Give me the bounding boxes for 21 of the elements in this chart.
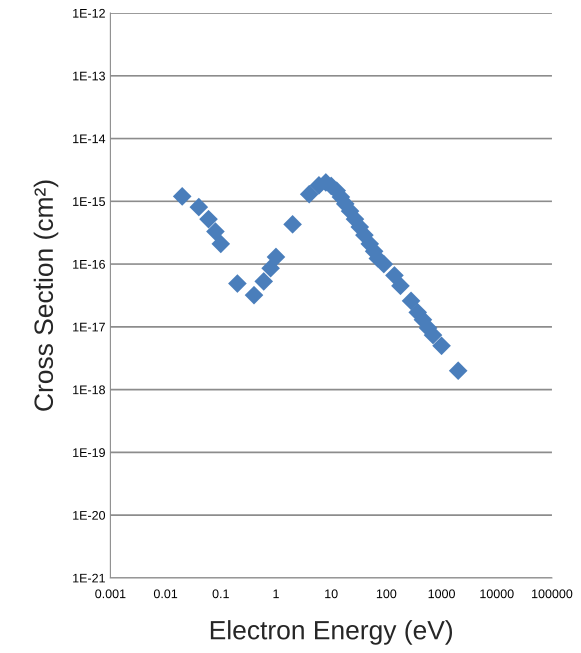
y-tick-label: 1E-17 <box>73 322 105 332</box>
x-tick-label: 0.001 <box>95 589 126 598</box>
x-tick-label: 1000 <box>428 589 455 598</box>
y-tick-label: 1E-18 <box>73 385 105 394</box>
y-tick-label: 1E-14 <box>73 134 106 144</box>
y-tick-label: 1E-19 <box>73 448 105 458</box>
x-tick-label: 100000 <box>532 589 572 598</box>
y-tick-label: 1E-21 <box>73 574 105 582</box>
x-tick-label: 0.1 <box>212 589 229 598</box>
y-tick-label: 1E-12 <box>73 8 105 18</box>
x-tick-label: 0.01 <box>154 589 178 598</box>
y-tick-label: 1E-15 <box>73 197 106 206</box>
x-tick-label: 10000 <box>480 589 514 598</box>
x-axis-title: Electron Energy (eV) <box>210 620 452 645</box>
x-tick-label: 100 <box>376 589 396 598</box>
x-tick-label: 1 <box>273 589 279 598</box>
y-axis-title: Cross Section (cm²) <box>34 180 58 411</box>
y-tick-label: 1E-20 <box>73 510 106 520</box>
y-tick-label: 1E-16 <box>73 260 105 269</box>
x-tick-label: 10 <box>325 589 338 598</box>
y-tick-label: 1E-13 <box>73 72 105 80</box>
